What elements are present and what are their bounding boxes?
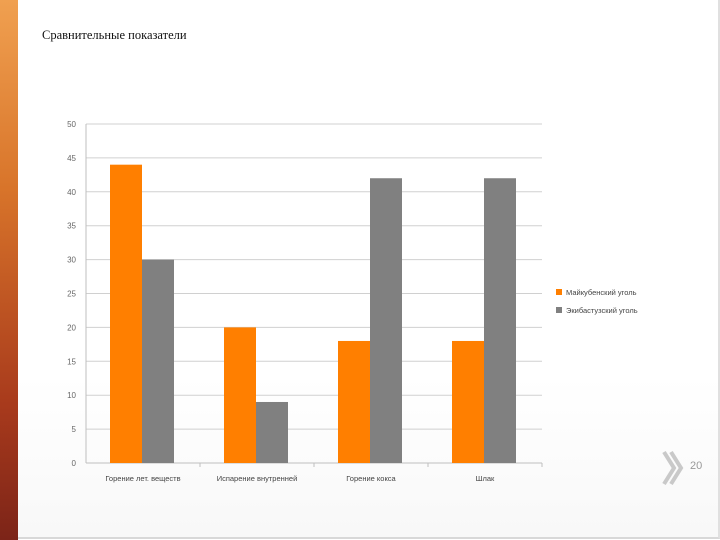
slide-title: Сравнительные показатели (42, 28, 187, 42)
bar-1-2 (224, 327, 256, 463)
bar-1-4 (452, 340, 484, 463)
y-tick-label: 30 (67, 256, 76, 265)
chart-legend: Майкубенский уголь Экибастузский уголь (556, 288, 638, 315)
bar-2-4 (484, 178, 516, 464)
y-tick-label: 45 (67, 154, 76, 163)
bar-1-1 (110, 164, 142, 463)
x-category-label: Горение кокса (346, 474, 396, 483)
y-tick-label: 35 (67, 222, 76, 231)
x-category-label: Горение лет. веществ (105, 474, 180, 483)
legend-label-2: Экибастузский уголь (566, 306, 638, 315)
x-category-label: Шлак (476, 474, 495, 483)
legend-swatch-1 (556, 289, 562, 295)
chart-bars (110, 164, 516, 464)
accent-side-bar (0, 0, 18, 540)
legend-swatch-2 (556, 307, 562, 313)
y-tick-label: 25 (67, 290, 76, 299)
y-tick-label: 10 (67, 391, 76, 400)
double-chevron-right-icon[interactable] (662, 448, 684, 488)
y-tick-label: 40 (67, 188, 76, 197)
y-tick-label: 50 (67, 120, 76, 129)
page-number: 20 (690, 460, 703, 472)
bar-1-3 (338, 340, 370, 463)
bar-2-1 (142, 259, 174, 463)
y-tick-label: 15 (67, 357, 76, 366)
x-category-label: Испарение внутренней (217, 474, 298, 483)
y-tick-label: 20 (67, 323, 76, 332)
y-tick-label: 5 (72, 425, 77, 434)
bar-2-3 (370, 178, 402, 464)
chart-labels: 0 5 10 15 20 25 30 35 40 45 50 Горение лет. веществ… (67, 120, 495, 483)
y-tick-label: 0 (72, 459, 77, 468)
bar-2-2 (256, 401, 288, 463)
legend-label-1: Майкубенский уголь (566, 288, 637, 297)
